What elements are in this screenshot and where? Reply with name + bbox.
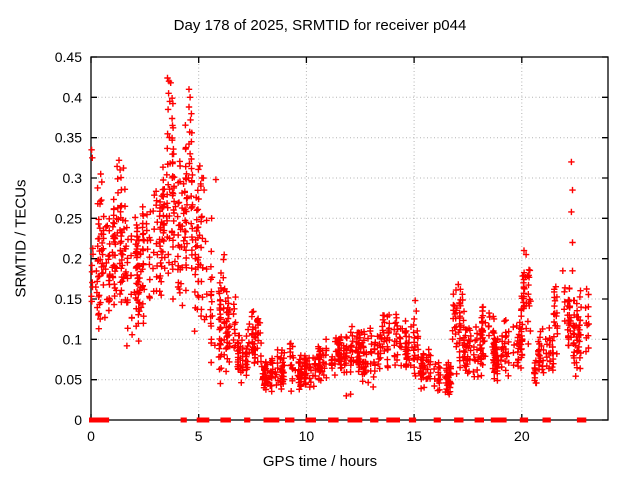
scatter-points: [88, 74, 592, 399]
y-tick-label: 0.35: [55, 130, 82, 146]
chart-title: Day 178 of 2025, SRMTID for receiver p04…: [173, 17, 467, 34]
y-tick-label: 0.05: [55, 372, 82, 388]
y-axis-label: SRMTID / TECUs: [12, 179, 30, 298]
y-tick-label: 0.2: [63, 251, 83, 267]
x-tick-label: 10: [299, 428, 315, 444]
y-tick-label: 0.4: [63, 89, 83, 105]
y-tick-label: 0: [74, 412, 82, 428]
x-axis-label: GPS time / hours: [262, 453, 378, 470]
x-tick-label: 20: [514, 428, 530, 444]
y-tick-label: 0.3: [63, 170, 83, 186]
x-tick-label: 15: [406, 428, 422, 444]
y-tick-label: 0.15: [55, 291, 82, 307]
y-tick-label: 0.1: [63, 331, 83, 347]
x-tick-label: 5: [195, 428, 203, 444]
zero-value-markers: [89, 417, 587, 423]
y-tick-label: 0.45: [55, 49, 82, 65]
x-tick-label: 0: [87, 428, 95, 444]
y-tick-label: 0.25: [55, 210, 82, 226]
